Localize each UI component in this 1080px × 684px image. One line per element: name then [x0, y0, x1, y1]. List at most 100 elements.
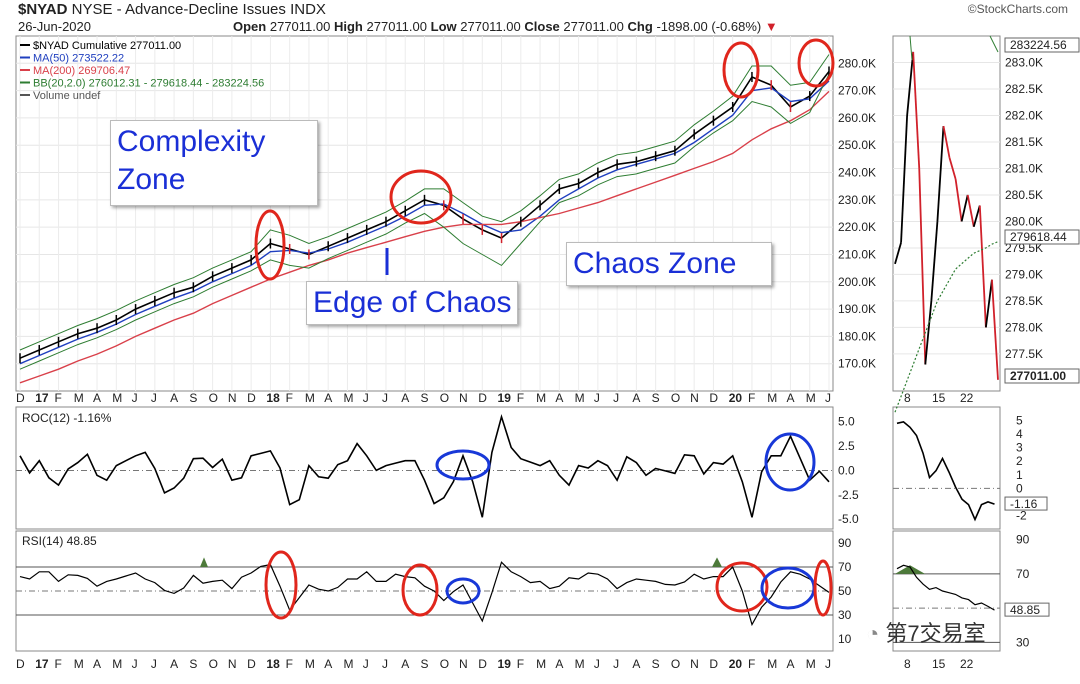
detail-price-segment: [966, 194, 975, 227]
detail-roc-y-tick: 1: [1016, 468, 1023, 482]
detail-price-y-tick: 279.0K: [1005, 267, 1043, 281]
rsi-x-tick: 19: [498, 657, 512, 671]
rsi-x-tick: M: [112, 657, 122, 671]
detail-roc-y-tick: 0: [1016, 481, 1023, 495]
price-x-tick: 18: [266, 391, 280, 405]
rsi-x-tick: A: [93, 657, 101, 671]
price-badge-box: [1004, 229, 1080, 245]
price-badge: 277011.00: [1010, 369, 1066, 383]
detail-rsi-y-tick: 90: [1016, 533, 1030, 547]
detail-rsi-y-tick: 30: [1016, 635, 1030, 649]
rsi-x-tick: M: [343, 657, 353, 671]
open-label: Open: [233, 19, 267, 34]
price-x-tick: M: [305, 391, 315, 405]
rsi-x-tick: D: [16, 657, 25, 671]
price-x-tick: J: [594, 391, 600, 405]
bb-upper-line: [19, 54, 830, 351]
legend-entry: MA(50) 273522.22: [33, 53, 124, 65]
detail-price-segment: [918, 168, 927, 365]
low-value: 277011.00: [460, 19, 521, 34]
price-x-tick: D: [478, 391, 487, 405]
price-x-tick: A: [93, 391, 101, 405]
price-x-tick: 20: [729, 391, 743, 405]
roc-y-tick: -2.5: [838, 488, 859, 502]
rsi-x-tick: 17: [35, 657, 49, 671]
rsi-x-tick: N: [459, 657, 468, 671]
rsi-x-tick: S: [652, 657, 660, 671]
price-x-tick: J: [132, 391, 138, 405]
price-x-tick: O: [440, 391, 449, 405]
detail-price-y-tick: 278.0K: [1005, 320, 1043, 334]
detail-price-y-tick: 282.5K: [1005, 82, 1043, 96]
detail-price-segment: [924, 300, 933, 365]
detail-roc-y-tick: 4: [1016, 427, 1023, 441]
rsi-x-tick: M: [536, 657, 546, 671]
detail-price-segment: [991, 279, 999, 380]
price-x-tick: J: [825, 391, 831, 405]
rsi-x-tick: M: [806, 657, 816, 671]
price-x-tick: N: [459, 391, 468, 405]
annotation-complexity-line1: Complexity: [117, 125, 266, 158]
low-label: Low: [430, 19, 457, 34]
high-label: High: [333, 19, 363, 34]
detail-rsi-panel: [892, 530, 1001, 652]
rsi-overbought-fill: [200, 557, 208, 567]
price-y-tick: 280.0K: [838, 56, 876, 70]
high-value: 277011.00: [366, 19, 428, 34]
detail-roc-line: [896, 421, 995, 522]
rsi-label: RSI(14) 48.85: [22, 534, 97, 548]
price-badge-box: [1004, 37, 1080, 53]
price-x-tick: J: [151, 391, 157, 405]
detail-price-segment: [912, 51, 921, 169]
detail-price-y-tick: 283.0K: [1005, 55, 1043, 69]
price-x-tick: S: [189, 391, 197, 405]
roc-panel: [15, 406, 834, 530]
detail-rsi-x-tick: 15: [932, 657, 946, 671]
price-x-tick: D: [709, 391, 718, 405]
price-x-tick: M: [74, 391, 84, 405]
detail-bb-mid: [894, 241, 999, 413]
rsi-x-tick: D: [709, 657, 718, 671]
blue-circle-roc-nov: [435, 449, 491, 481]
legend-entry: Volume undef: [33, 90, 101, 102]
price-x-tick: M: [806, 391, 816, 405]
red-circle-2018-jan: [254, 209, 286, 281]
symbol: $NYAD: [18, 1, 68, 18]
detail-price-y-tick: 277.5K: [1005, 347, 1043, 361]
detail-price-segment: [894, 242, 902, 265]
rsi-x-tick: S: [189, 657, 197, 671]
price-y-tick: 250.0K: [838, 138, 876, 152]
detail-price-y-tick: 278.5K: [1005, 294, 1043, 308]
detail-price-x-tick: 15: [932, 391, 946, 405]
price-x-tick: F: [748, 391, 755, 405]
chg-label: Chg: [627, 19, 653, 34]
down-arrow-icon: ▼: [764, 19, 778, 34]
price-y-tick: 220.0K: [838, 220, 876, 234]
price-x-tick: A: [786, 391, 794, 405]
rsi-x-tick: F: [517, 657, 524, 671]
annotation-chaos-zone: Chaos Zone: [566, 242, 772, 286]
rsi-y-tick: 30: [838, 608, 852, 622]
detail-rsi-x-tick: 8: [904, 657, 911, 671]
detail-price-segment: [960, 194, 969, 222]
price-y-tick: 230.0K: [838, 193, 876, 207]
detail-price-segment: [978, 205, 987, 328]
price-x-tick: J: [613, 391, 619, 405]
rsi-x-tick: F: [286, 657, 293, 671]
ohlc-row: Open 277011.00 High 277011.00 Low 277011…: [233, 19, 778, 34]
detail-price-y-tick: 280.5K: [1005, 188, 1043, 202]
annotation-complexity-zone: Complexity Zone: [110, 120, 318, 206]
rsi-x-tick: A: [632, 657, 640, 671]
rsi-x-tick: N: [228, 657, 237, 671]
rsi-x-tick: J: [825, 657, 831, 671]
price-y-tick: 170.0K: [838, 357, 876, 371]
blue-circle-roc-may: [764, 432, 816, 492]
rsi-x-tick: A: [324, 657, 332, 671]
rsi-badge-box: [1004, 602, 1050, 617]
detail-price-segment: [900, 115, 909, 243]
ma200-line: [19, 90, 830, 384]
instrument-type: INDX: [290, 1, 326, 18]
chart-header-line1: $NYAD NYSE - Advance-Decline Issues INDX: [18, 1, 326, 18]
rsi-x-tick: J: [363, 657, 369, 671]
